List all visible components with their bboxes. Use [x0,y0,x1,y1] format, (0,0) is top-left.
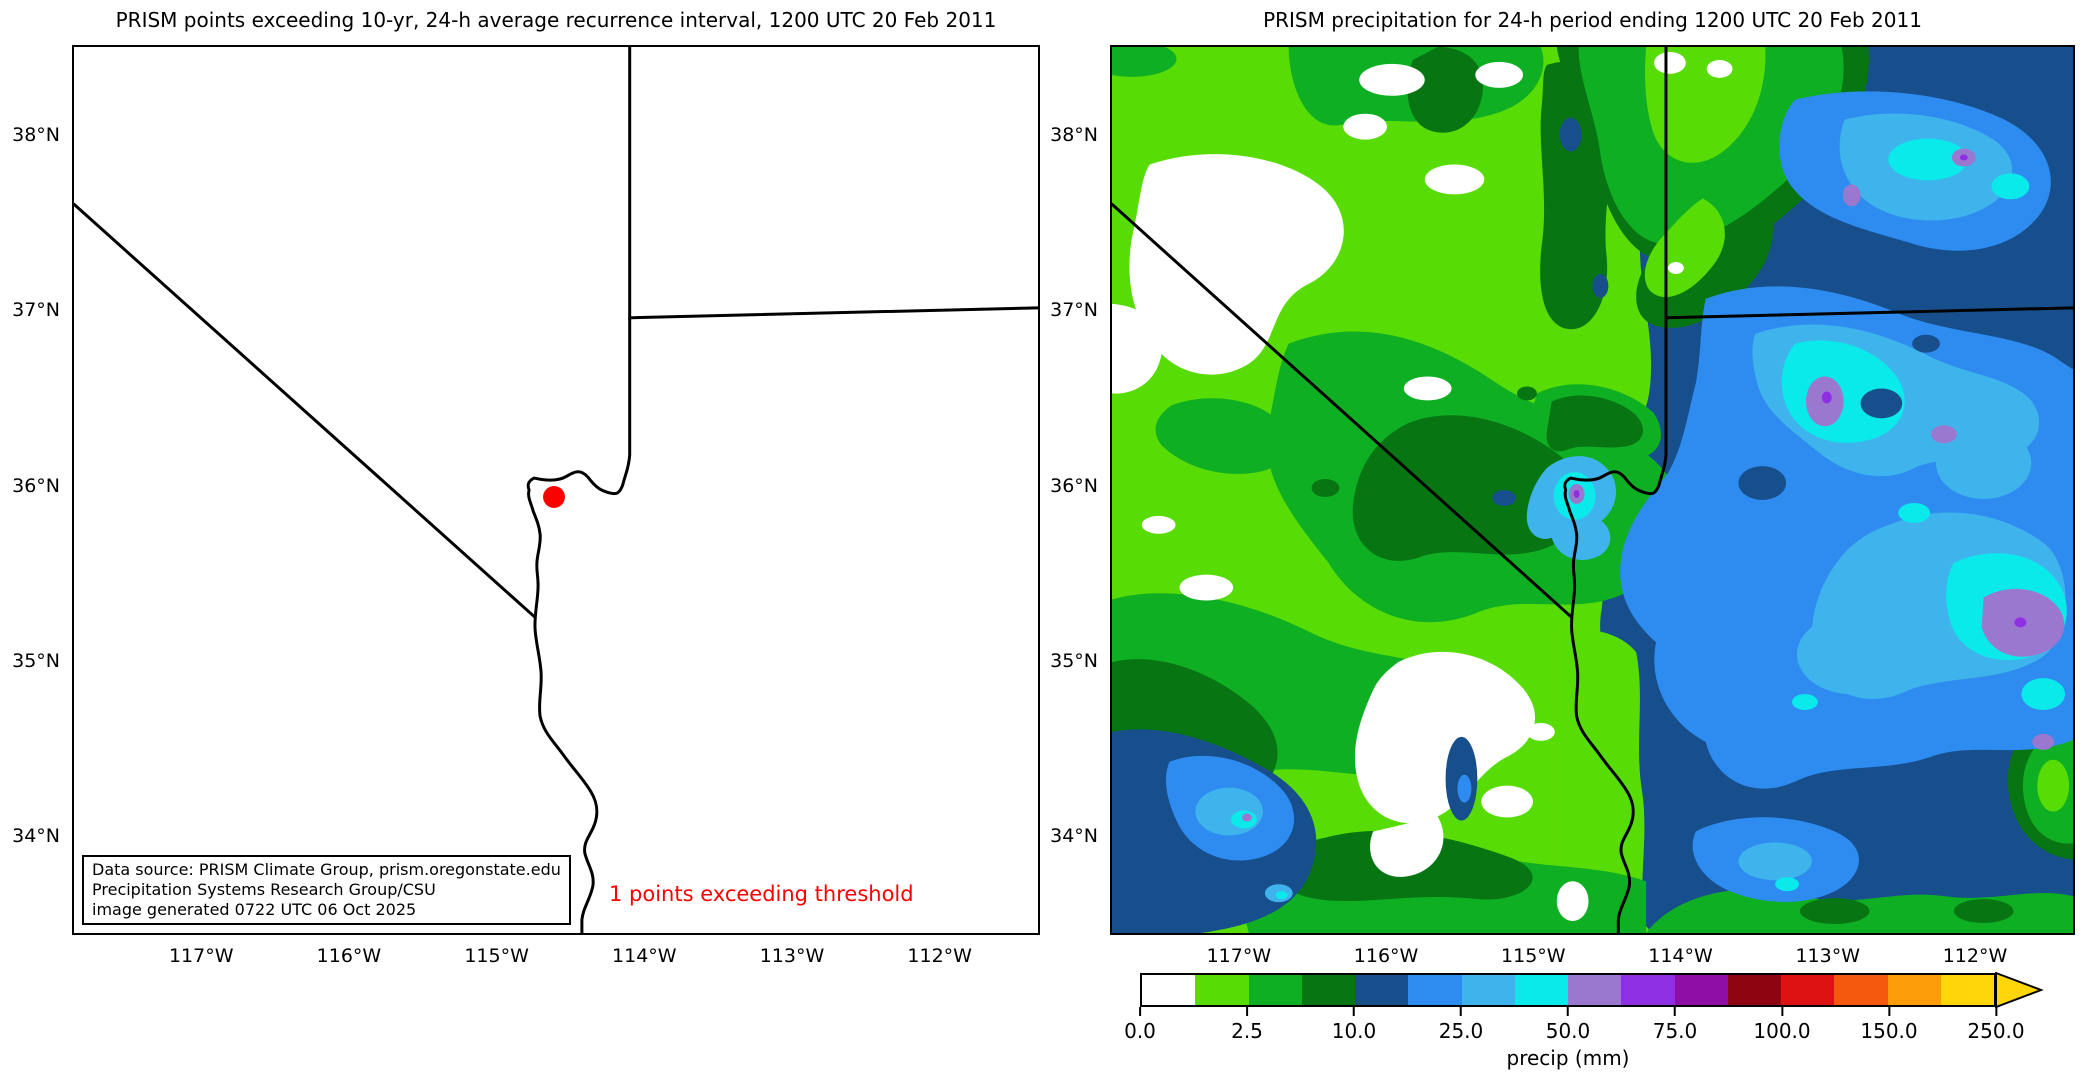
colorbar-tick-mark [1139,1007,1141,1016]
colorbar-tick: 50.0 [1545,1007,1591,1043]
colorbar-tick: 10.0 [1331,1007,1377,1043]
colorbar-tick: 25.0 [1438,1007,1484,1043]
colorbar-tick-mark [1674,1007,1676,1016]
state-borders [74,47,1038,933]
x-tick-label: 115°W [1501,945,1566,967]
colorbar-tick-mark [1460,1007,1462,1016]
x-tick-label: 112°W [1942,945,2008,967]
colorbar-segment [1195,975,1249,1005]
colorbar-tick-label: 250.0 [1967,1019,2025,1043]
colorbar-tick-label: 2.5 [1231,1019,1263,1043]
y-tick-label: 38°N [1050,123,1098,146]
colorbar-segment [1887,975,1941,1005]
state-borders [1112,47,2073,933]
y-tick-label: 37°N [1050,299,1098,322]
x-tick-label: 115°W [464,945,529,967]
colorbar-tick-label: 0.0 [1124,1019,1156,1043]
data-source-line: Data source: PRISM Climate Group, prism.… [92,860,561,879]
x-tick-label: 116°W [316,945,382,967]
colorbar-tick-label: 75.0 [1652,1019,1698,1043]
colorbar-tick-mark [1353,1007,1355,1016]
x-tick-label: 117°W [168,945,234,967]
precip-contours [1112,47,2073,933]
x-tick-label: 113°W [759,945,825,967]
colorbar-tick-label: 50.0 [1545,1019,1591,1043]
colorbar-segment [1142,975,1196,1005]
x-tick-label: 116°W [1353,945,1419,967]
colorbar-segment [1940,975,1994,1005]
colorbar-segment [1408,975,1462,1005]
precip-map-svg [1112,47,2073,933]
left-map-plot: 38°N 37°N 36°N 35°N 34°N 117°W 116°W 115°W 114°… [12,45,1040,967]
colorbar-extend-arrow [1995,972,2044,1008]
colorbar-tick-mark [1887,1007,1890,1016]
y-tick-label: 36°N [12,474,60,497]
colorbar-tick-label: 10.0 [1331,1019,1377,1043]
colorbar-segment [1301,975,1355,1005]
colorbar-tick-mark [1994,1007,1997,1016]
colorbar-tick: 150.0 [1860,1007,1918,1043]
data-source-box: Data source: PRISM Climate Group, prism.… [82,855,571,925]
colorbar-segment [1568,975,1622,1005]
right-map-plot: 38°N 37°N 36°N 35°N 34°N 117°W 116°W 115°W 114°… [1050,45,2075,967]
left-panel-title: PRISM points exceeding 10-yr, 24-h avera… [115,8,997,32]
y-tick-label: 35°N [1050,649,1098,672]
x-tick-label: 117°W [1206,945,1272,967]
colorbar-tick: 2.5 [1231,1007,1263,1043]
threshold-count-text: 1 points exceeding threshold [609,882,914,906]
colorbar-tick-label: 150.0 [1860,1019,1918,1043]
left-map-svg [74,47,1038,933]
colorbar-segment [1621,975,1675,1005]
colorbar-tick: 250.0 [1967,1007,2025,1043]
colorbar-tick-mark [1246,1007,1248,1016]
y-tick-label: 34°N [1050,825,1098,848]
colorbar-tick-label: 100.0 [1753,1019,1811,1043]
colorbar-axis-label: precip (mm) [1506,1046,1630,1070]
colorbar-ticks: 0.0 2.5 10.0 25.0 50.0 [1124,1007,2025,1047]
y-tick-label: 34°N [12,825,60,848]
credit-line: Precipitation Systems Research Group/CSU [92,880,436,899]
colorbar-tick: 100.0 [1753,1007,1811,1043]
right-panel-title: PRISM precipitation for 24-h period endi… [1263,8,1922,32]
exceedance-point-marker [543,486,565,508]
y-tick-label: 37°N [12,299,60,322]
colorbar-segment [1834,975,1888,1005]
colorbar-segment [1355,975,1409,1005]
x-tick-label: 114°W [1648,945,1713,967]
colorbar-segment [1514,975,1568,1005]
colorbar [1140,973,1996,1007]
x-tick-label: 112°W [907,945,972,967]
y-tick-label: 36°N [1050,474,1098,497]
colorbar-tick-label: 25.0 [1438,1019,1484,1043]
x-tick-label: 113°W [1795,945,1861,967]
y-tick-label: 38°N [12,123,60,146]
y-tick-label: 35°N [12,649,60,672]
x-tick-label: 114°W [612,945,677,967]
colorbar-segment [1461,975,1515,1005]
colorbar-segment [1781,975,1835,1005]
colorbar-segment [1674,975,1728,1005]
colorbar-tick: 75.0 [1652,1007,1698,1043]
colorbar-tick-mark [1780,1007,1783,1016]
colorbar-tick: 0.0 [1124,1007,1156,1043]
generated-line: image generated 0722 UTC 06 Oct 2025 [92,900,417,919]
colorbar-tick-mark [1567,1007,1569,1016]
colorbar-segment [1727,975,1781,1005]
colorbar-segment [1248,975,1302,1005]
